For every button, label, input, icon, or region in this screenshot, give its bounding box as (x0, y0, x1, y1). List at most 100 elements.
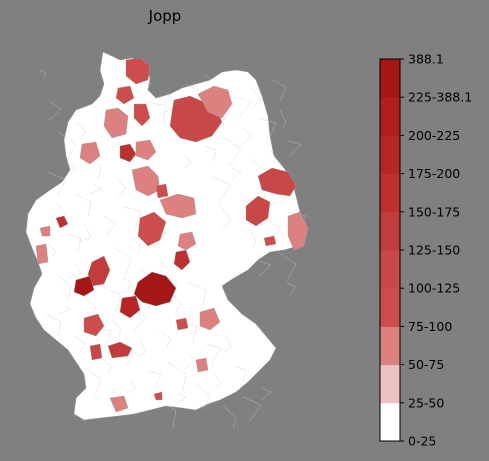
district-border-line (167, 361, 187, 392)
germany-map (25, 51, 309, 430)
district-border-line (214, 374, 222, 389)
district-border-line (286, 282, 297, 296)
hotspot-regions (35, 57, 309, 413)
district-border-line (277, 251, 297, 282)
region-center-1 (133, 271, 177, 307)
region-north-2 (103, 107, 129, 139)
district-border-line (122, 206, 142, 229)
district-border-line (39, 69, 47, 80)
district-border-line (223, 405, 237, 430)
district-border-line (102, 286, 122, 313)
district-border-line (113, 175, 127, 200)
region-west-2 (35, 243, 49, 265)
district-border-line (47, 171, 67, 198)
region-east-4 (263, 235, 277, 247)
colorbar-swatch (380, 211, 400, 251)
district-border-line (157, 401, 177, 428)
region-center-west-1 (87, 255, 111, 287)
colorbar-label: 125-150 (408, 243, 460, 258)
colorbar-label: 150-175 (408, 204, 460, 219)
region-west-1 (55, 215, 69, 229)
region-central-3 (155, 183, 169, 199)
district-border-line (156, 259, 167, 274)
colorbar-label: 388.1 (408, 52, 444, 67)
region-central-4 (159, 193, 197, 219)
region-north-3 (133, 103, 151, 127)
district-border-line (258, 260, 272, 277)
region-center-5 (137, 211, 167, 247)
region-south-4 (175, 317, 189, 331)
district-border-line (147, 101, 167, 124)
district-border-line (205, 343, 222, 363)
region-south-3 (199, 307, 221, 331)
district-border-line (251, 87, 262, 109)
district-border-line (184, 154, 192, 169)
district-border-line (58, 304, 72, 315)
district-border-line (101, 357, 112, 375)
colorbar-swatch (380, 97, 400, 136)
map-title: Jopp (148, 7, 182, 25)
colorbar-label: 175-200 (408, 166, 460, 181)
region-south-1 (83, 313, 105, 337)
region-east-1 (257, 167, 297, 197)
region-central-1 (135, 139, 157, 161)
colorbar-label: 200-225 (408, 128, 460, 143)
district-border-line (83, 295, 97, 320)
colorbar-label: 75-100 (408, 319, 452, 334)
colorbar-label: 0-25 (408, 434, 436, 449)
region-west-3 (39, 225, 51, 237)
district-border-line (222, 136, 242, 167)
district-border-line (232, 96, 252, 119)
district-border-line (111, 317, 122, 339)
district-border-line (221, 207, 232, 229)
district-border-line (45, 313, 62, 337)
district-border-line (231, 167, 242, 181)
district-border-line (46, 242, 57, 260)
colorbar-label: 25-50 (408, 395, 444, 410)
region-center-2 (119, 295, 141, 319)
colorbar-label: 225-388.1 (408, 90, 472, 105)
region-northeast-2 (197, 85, 233, 119)
region-south-6 (195, 357, 209, 373)
district-border-line (82, 366, 102, 397)
colorbar-swatch (380, 250, 400, 289)
district-border-line (148, 370, 162, 387)
district-border-line (270, 78, 287, 102)
colorbar-ticks: 0-25 25-50 50-75 75-100 100-125 125-150 150-17… (400, 52, 472, 449)
district-border-line (88, 184, 102, 195)
district-border-line (195, 383, 212, 411)
district-border-line (66, 162, 77, 176)
district-border-line (136, 339, 147, 358)
colorbar-swatch (380, 173, 400, 213)
district-border-line (203, 145, 217, 162)
district-border-line (224, 334, 232, 353)
district-border-line (78, 224, 92, 243)
district-border-line (68, 264, 82, 279)
district-border-line (269, 149, 277, 164)
district-border-line (103, 215, 117, 236)
district-border-line (212, 176, 232, 203)
colorbar-swatch (380, 402, 400, 442)
district-border-line (242, 396, 262, 423)
region-center-west-2 (73, 275, 95, 297)
district-border-line (204, 74, 212, 85)
region-east-3 (287, 211, 309, 251)
colorbar-swatches (380, 59, 400, 442)
colorbar-label: 100-125 (408, 281, 460, 296)
district-border-line (126, 379, 137, 394)
district-border-line (57, 131, 77, 162)
district-border-line (249, 229, 257, 248)
district-border-line (279, 109, 287, 128)
region-north-4 (79, 141, 101, 165)
region-south-5 (109, 395, 129, 413)
colorbar-swatch (380, 364, 400, 404)
district-border-line (158, 330, 172, 351)
colorbar-swatch (380, 59, 400, 98)
colorbar-label: 50-75 (408, 357, 444, 372)
district-border-line (75, 193, 92, 217)
region-east-2 (245, 195, 271, 227)
district-border-line (288, 140, 302, 157)
region-north-coast-1 (125, 57, 151, 85)
colorbar-swatch (380, 288, 400, 327)
